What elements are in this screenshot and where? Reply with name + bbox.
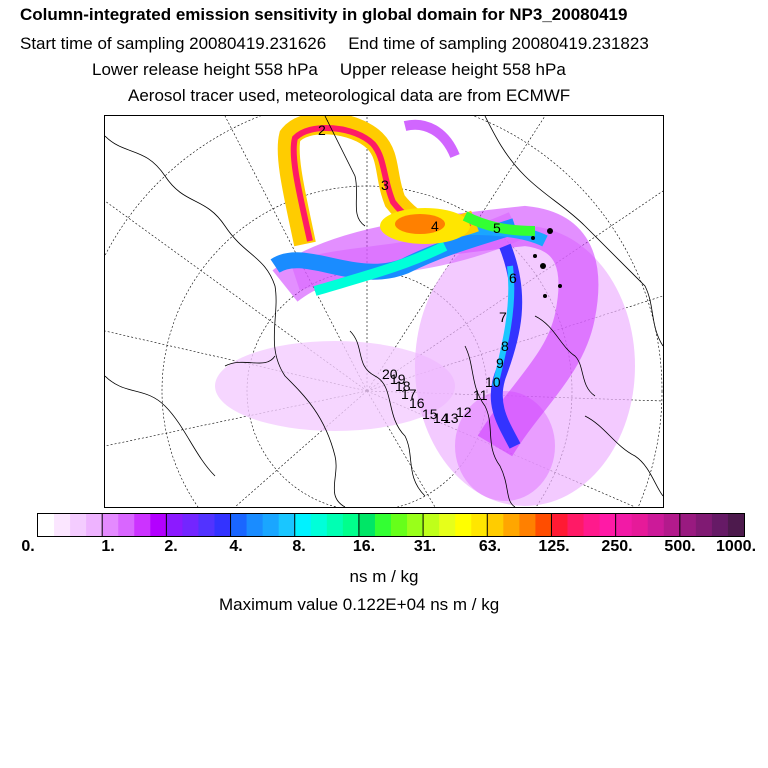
colorbar-swatch [214,514,232,536]
colorbar-swatch [198,514,216,536]
colorbar-swatch [358,514,376,536]
colorbar-swatch [471,514,488,536]
map-canvas: 2 3 4 5 6 7 8 9 10 11 12 13 14 15 16 17 … [105,116,663,507]
sensitivity-map: 2 3 4 5 6 7 8 9 10 11 12 13 14 15 16 17 … [104,115,664,508]
release-heights: Lower release height 558 hPa Upper releas… [92,60,566,80]
trajectory-label: 14 [433,410,449,426]
colorbar-swatch [166,514,184,536]
trajectory-label: 16 [409,395,425,411]
colorbar-swatch [439,514,456,536]
colorbar-swatch [679,514,697,536]
colorbar-swatch [615,514,633,536]
colorbar-tick: 16. [352,538,376,555]
map-title: Column-integrated emission sensitivity i… [20,5,628,24]
colorbar-swatch [294,514,312,536]
colorbar-tick: 2. [164,538,178,555]
maximum-value: Maximum value 0.122E+04 ns m / kg [219,595,500,614]
colorbar-swatch [70,514,87,536]
colorbar-swatch [391,514,408,536]
trajectory-label: 7 [499,309,507,325]
colorbar-tick: 0. [21,538,35,555]
colorbar-swatch [727,514,744,536]
colorbar-units: ns m / kg [349,567,419,586]
colorbar-swatch [631,514,649,536]
trajectory-label: 5 [493,220,501,236]
trajectory-label: 20 [382,366,398,382]
trajectory-label: 6 [509,270,517,286]
source-note: Aerosol tracer used, meteorological data… [128,86,571,105]
colorbar-swatch [182,514,200,536]
lower-release-height: Lower release height 558 hPa [92,60,318,79]
colorbar-swatch [567,514,585,536]
colorbar-tick: 31. [413,538,437,555]
colorbar-swatch [246,514,264,536]
trajectory-label: 13 [443,410,459,426]
trajectory-label: 9 [496,355,504,371]
colorbar-swatch [407,514,424,536]
colorbar-swatch [487,514,504,536]
coastlines [105,116,663,507]
colorbar-swatch [102,514,119,536]
colorbar-swatch [54,514,71,536]
colorbar-swatch [326,514,344,536]
trajectory-labels: 2 3 4 5 6 7 8 9 10 11 12 13 14 15 16 17 … [318,122,517,426]
trajectory-label: 15 [422,406,438,422]
trajectory-label: 19 [390,371,406,387]
colorbar-swatch [230,514,248,536]
colorbar-swatch [423,514,440,536]
trajectory-label: 11 [473,387,488,403]
colorbar-swatch [262,514,280,536]
trajectory-label: 17 [401,386,417,402]
colorbar-swatch [374,514,392,536]
colorbar-swatch [647,514,665,536]
colorbar-swatch [599,514,617,536]
trajectory-label: 10 [485,374,501,390]
colorbar-tick: 250. [601,538,633,555]
colorbar-tick: 500. [664,538,696,555]
colorbar-tick: 125. [538,538,570,555]
trajectory-label: 3 [381,177,389,193]
colorbar-swatch [150,514,167,536]
colorbar-tick: 8. [292,538,306,555]
colorbar-swatch [663,514,681,536]
trajectory-label: 12 [456,404,472,420]
colorbar-swatch [503,514,520,536]
trajectory-label: 8 [501,338,509,354]
colorbar-swatch [86,514,103,536]
colorbar-swatch [278,514,296,536]
colorbar-swatch [134,514,151,536]
colorbar-swatches [38,514,744,536]
colorbar-tick: 1. [101,538,115,555]
trajectory-label: 18 [395,378,411,394]
upper-release-height: Upper release height 558 hPa [339,60,566,79]
colorbar-swatch [551,514,569,536]
colorbar-swatch [455,514,472,536]
colorbar-tick: 63. [478,538,502,555]
colorbar-swatch [711,514,729,536]
sensitivity-plume [215,116,635,506]
colorbar-swatch [519,514,537,536]
colorbar-tick: 4. [229,538,243,555]
colorbar-tick: 1000. [715,538,757,555]
trajectory-label: 2 [318,122,326,138]
end-time: End time of sampling 20080419.231823 [348,34,649,53]
colorbar-swatch [535,514,553,536]
sampling-times: Start time of sampling 20080419.231626 En… [20,34,649,54]
colorbar-swatch [583,514,601,536]
start-time: Start time of sampling 20080419.231626 [20,34,327,53]
colorbar-swatch [38,514,55,536]
islands [531,228,562,298]
colorbar [37,513,745,537]
colorbar-swatch [342,514,360,536]
colorbar-swatch [118,514,135,536]
colorbar-swatch [695,514,713,536]
colorbar-swatch [310,514,328,536]
trajectory-label: 4 [431,218,439,234]
